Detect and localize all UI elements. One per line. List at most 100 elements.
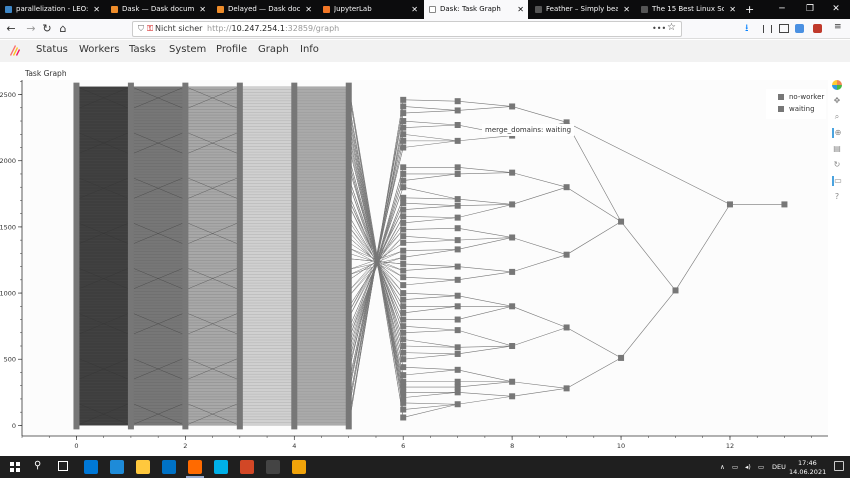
nav-tasks[interactable]: Tasks [129,44,156,55]
edge [457,198,513,205]
notification-icon[interactable] [834,461,844,471]
task-node [454,292,461,299]
taskbar-app-icon[interactable] [240,460,254,474]
nav-status[interactable]: Status [36,44,68,55]
clock-time[interactable]: 17:46 [798,459,817,467]
search-icon[interactable]: ⚲ [34,460,42,471]
battery-icon[interactable]: ▭ [758,463,765,471]
bookmark-star-icon[interactable]: ☆ [667,22,676,33]
menu-icon[interactable]: ≡ [834,22,842,32]
browser-tab[interactable]: The 15 Best Linux Screen R ✕ [636,0,740,19]
task-view-icon[interactable] [58,461,68,471]
task-node [454,107,461,114]
reload-button[interactable]: ↻ [42,22,52,35]
back-button[interactable]: ← [6,22,16,35]
extension-icon[interactable] [795,24,804,33]
task-node [509,268,516,275]
task-node [400,296,407,303]
download-icon[interactable]: ⭳ [745,23,749,34]
dask-logo-icon[interactable] [8,44,21,57]
task-node [400,282,407,289]
plot-toolbar: ✥ ⌕ ⊕ ▤ ↻ ▭ ? [828,80,846,220]
legend-label: waiting [789,105,815,113]
task-graph-plot[interactable]: 0 2 4 6 8 10 12 0 500 1000 1500 2000 2500 [0,62,850,452]
taskbar-app-icon[interactable] [162,460,176,474]
library-icon[interactable] [763,25,772,33]
legend: no-worker waiting [766,89,826,119]
taskbar-app-icon[interactable] [136,460,150,474]
tab-close-icon[interactable]: ✕ [93,5,100,14]
edge [512,381,567,389]
taskbar-app-icon[interactable] [84,460,98,474]
browser-tab[interactable]: Delayed — Dask documen ✕ [212,0,316,19]
y-tick-label: 1500 [0,223,16,231]
taskbar-app-icon[interactable] [214,460,228,474]
ublock-icon[interactable] [813,24,822,33]
nav-profile[interactable]: Profile [216,44,248,55]
pan-icon[interactable]: ✥ [833,96,841,105]
language-indicator[interactable]: DEU [772,463,786,471]
node-column [127,82,134,430]
edge [76,176,132,200]
edge [457,227,513,238]
nav-system[interactable]: System [169,44,207,55]
sidebar-icon[interactable] [779,24,789,33]
nav-graph[interactable]: Graph [258,44,289,55]
edge [566,186,622,222]
tab-close-icon[interactable]: ✕ [623,5,630,14]
browser-tab[interactable]: Dask — Dask documentati ✕ [106,0,210,19]
edge [403,197,458,200]
taskbar-app-icon[interactable] [292,460,306,474]
save-icon[interactable]: ▤ [833,144,841,153]
close-window-button[interactable]: ✕ [832,4,840,14]
task-node [726,201,733,208]
browser-tab[interactable]: Feather – Simply beautifu ✕ [530,0,634,19]
edge [185,402,240,426]
browser-tab[interactable]: JupyterLab ✕ [318,0,422,19]
tab-close-icon[interactable]: ✕ [729,5,736,14]
edge [457,295,513,307]
task-node [400,399,407,406]
nav-workers[interactable]: Workers [79,44,120,55]
nav-info[interactable]: Info [300,44,319,55]
taskbar-app-icon[interactable] [266,460,280,474]
task-node [509,343,516,350]
wheel-zoom-icon[interactable]: ⊕ [832,128,842,138]
minimize-button[interactable]: ─ [779,4,785,14]
help-icon[interactable]: ? [834,192,840,201]
browser-tab[interactable]: parallelization - LEO: Über ✕ [0,0,104,19]
task-node [400,131,407,138]
tab-close-icon[interactable]: ✕ [305,5,312,14]
edge [403,339,458,348]
new-tab-button[interactable]: + [745,3,755,16]
clock-date[interactable]: 14.06.2021 [789,468,827,476]
browser-tab[interactable]: Dask: Task Graph ✕ [424,0,528,19]
page-actions-icon[interactable]: ••• [652,24,667,33]
tab-close-icon[interactable]: ✕ [199,5,206,14]
legend-swatch [778,94,784,100]
tab-close-icon[interactable]: ✕ [517,5,524,14]
task-node [400,414,407,421]
maximize-button[interactable]: ❐ [805,4,815,14]
edge [185,267,240,291]
taskbar-app-icon[interactable] [110,460,124,474]
url-bar[interactable]: ⛉ ⚿ Nicht sicher http://10.247.254.1:328… [132,21,682,37]
task-node [400,219,407,226]
edge [76,402,132,426]
task-node [509,393,516,400]
windows-start-icon[interactable] [10,462,20,472]
volume-icon[interactable]: ◂) [745,463,751,471]
x-tick-label: 2 [183,442,187,450]
bokeh-logo-icon[interactable] [832,80,842,90]
box-zoom-icon[interactable]: ⌕ [834,112,840,121]
forward-button[interactable]: → [26,22,36,35]
network-icon[interactable]: ▭ [732,463,739,471]
tab-favicon-icon [111,6,118,13]
hover-icon[interactable]: ▭ [832,176,842,186]
home-button[interactable]: ⌂ [59,22,67,35]
tray-chevron-icon[interactable]: ∧ [720,463,725,471]
edge [512,172,567,188]
tab-close-icon[interactable]: ✕ [411,5,418,14]
reset-icon[interactable]: ↻ [833,160,841,169]
taskbar-app-icon[interactable] [188,460,202,474]
